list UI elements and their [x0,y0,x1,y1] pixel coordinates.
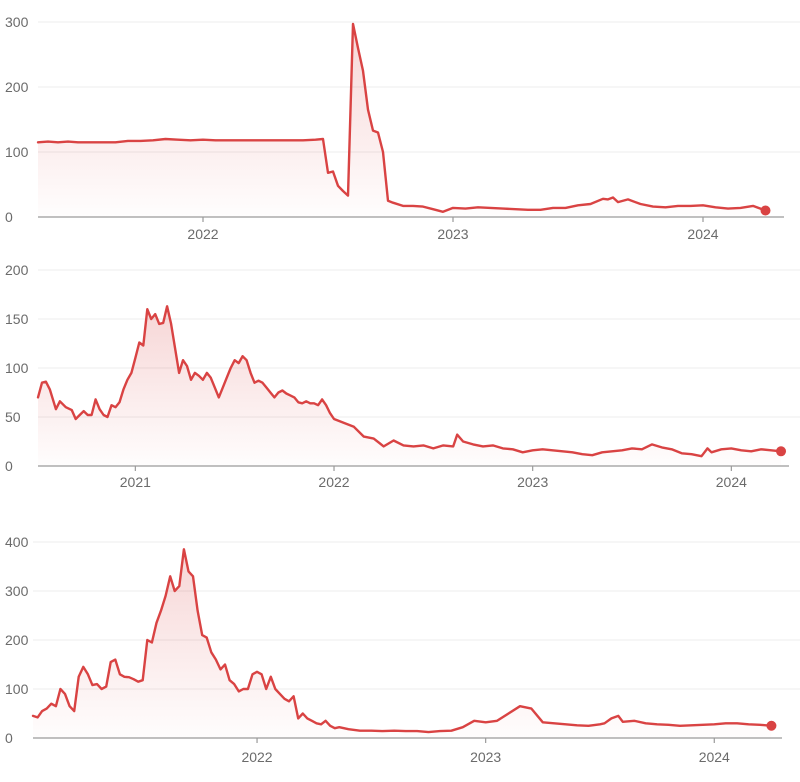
x-tick-label-2022: 2022 [318,474,349,490]
x-tick-label-2024: 2024 [687,226,718,242]
y-tick-label-100: 100 [5,360,29,376]
y-tick-label-400: 400 [5,534,29,550]
last-point-marker[interactable] [766,720,777,731]
x-tick-label-2022: 2022 [187,226,218,242]
y-tick-label-300: 300 [5,583,29,599]
series-area [33,549,772,738]
y-tick-label-0: 0 [5,730,13,746]
x-tick-label-2023: 2023 [470,749,501,765]
x-tick-label-2024: 2024 [716,474,747,490]
chart-2: 0 50 100 150 200 2021 2022 2023 2024 [5,262,800,490]
y-tick-label-300: 300 [5,14,29,30]
series-line [36,22,767,213]
last-point-marker[interactable] [760,205,771,216]
series-area [38,306,781,466]
x-tick-label-2021: 2021 [120,474,151,490]
y-tick-label-0: 0 [5,458,13,474]
y-tick-label-200: 200 [5,262,29,278]
x-tick-label-2022: 2022 [241,749,272,765]
x-tick-label-2024: 2024 [699,749,730,765]
x-tick-label-2023: 2023 [437,226,468,242]
y-tick-label-50: 50 [5,409,21,425]
x-tick-label-2023: 2023 [517,474,548,490]
chart-3: 0 100 200 300 400 2022 2023 2024 [5,534,800,765]
y-tick-label-200: 200 [5,632,29,648]
series-area [38,23,766,218]
last-point-marker[interactable] [776,446,787,457]
y-tick-label-100: 100 [5,681,29,697]
y-tick-label-100: 100 [5,144,29,160]
chart-1: 0 100 200 300 2022 2023 2024 [5,14,800,242]
y-tick-label-0: 0 [5,209,13,225]
y-tick-label-200: 200 [5,79,29,95]
series-line [36,305,783,458]
y-tick-label-150: 150 [5,311,29,327]
series-line [31,548,773,734]
